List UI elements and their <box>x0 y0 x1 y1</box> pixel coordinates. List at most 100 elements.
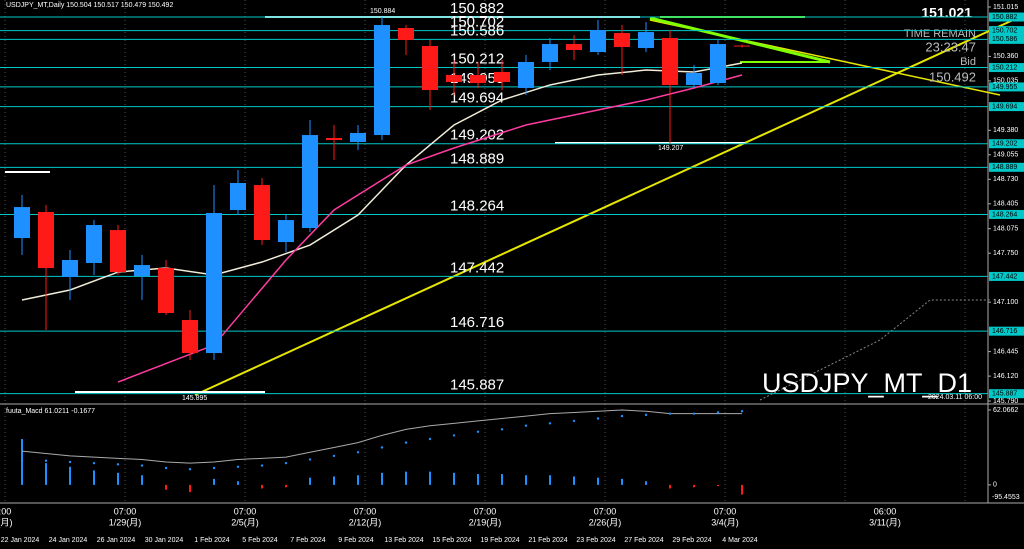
y-tick-label: 146.445 <box>993 348 1018 355</box>
macd-bar <box>69 466 71 485</box>
macd-bar <box>621 478 623 485</box>
candle-body <box>302 135 318 229</box>
candle-body <box>734 45 750 47</box>
macd-bar <box>645 481 647 485</box>
time-remain: 23:23:47 <box>925 39 976 54</box>
bid: 150.492 <box>929 69 976 84</box>
macd-signal <box>716 411 720 414</box>
macd-signal <box>212 466 216 470</box>
y-tick-label: 148.405 <box>993 201 1018 208</box>
candle-body <box>158 268 174 314</box>
future-note: 2024.03.11 06:00 <box>928 394 982 401</box>
x-tick-label: 24 Jan 2024 <box>49 537 88 544</box>
macd-bar <box>405 471 407 485</box>
macd-signal <box>668 412 672 415</box>
candle-body <box>542 44 558 62</box>
macd-signal <box>692 412 696 415</box>
week-label: 2/12(月) <box>349 517 382 527</box>
high-note: 150.884 <box>370 8 395 15</box>
week-label: (月) <box>0 517 13 527</box>
y-tick-label: 148.075 <box>993 226 1018 233</box>
macd-bar <box>309 477 311 485</box>
watermark: USDJPY_MT_D1 <box>762 368 972 398</box>
level-box-label: 145.887 <box>992 391 1017 398</box>
macd-bar <box>669 484 671 489</box>
macd-signal <box>164 466 168 470</box>
x-tick-label: 21 Feb 2024 <box>528 537 567 544</box>
time-label: 07:00 <box>354 506 377 516</box>
macd-bar <box>429 471 431 485</box>
symbol-info: USDJPY_MT,Daily 150.504 150.517 150.479 … <box>6 2 173 9</box>
candle-body <box>518 61 534 88</box>
level-box <box>989 326 1024 336</box>
level-box <box>989 209 1024 219</box>
x-tick-label: 1 Feb 2024 <box>194 537 230 544</box>
week-label: 1/29(月) <box>109 517 142 527</box>
y-tick-label: 150.035 <box>993 78 1018 85</box>
x-tick-label: 27 Feb 2024 <box>624 537 663 544</box>
candle-body <box>590 29 606 53</box>
moving-average <box>117 74 743 383</box>
candle-body <box>86 225 102 264</box>
level-label: 150.212 <box>450 51 504 68</box>
level-label: 148.264 <box>450 197 504 214</box>
level-label: 150.702 <box>450 14 504 31</box>
candle-body <box>110 230 126 273</box>
x-tick-label: 22 Jan 2024 <box>1 537 40 544</box>
candle-body <box>38 212 54 269</box>
macd-bar <box>693 484 695 488</box>
macd-title: fuuta_Macd 61.0211 -0.1677 <box>6 408 95 415</box>
level-label: 149.694 <box>450 90 504 107</box>
time-label: 07:00 <box>714 506 737 516</box>
level-box-label: 150.882 <box>992 14 1017 21</box>
y-tick-label: 151.015 <box>993 4 1018 11</box>
x-tick-label: 15 Feb 2024 <box>432 537 471 544</box>
macd-signal <box>572 419 576 423</box>
candle-body <box>350 133 366 142</box>
y-tick-label: 149.380 <box>993 127 1018 134</box>
candle-body <box>62 259 78 278</box>
macd-bar <box>453 472 455 485</box>
macd-bar <box>213 478 215 485</box>
level-label: 148.889 <box>450 150 504 167</box>
level-label: 149.202 <box>450 127 504 144</box>
macd-signal <box>236 465 240 468</box>
candle-body <box>182 320 198 354</box>
time-label: 07:00 <box>114 506 137 516</box>
macd-signal <box>44 459 48 462</box>
macd-signal <box>308 458 312 461</box>
x-tick-label: 13 Feb 2024 <box>384 537 423 544</box>
level-box <box>989 12 1024 22</box>
candle-body <box>398 28 414 41</box>
macd-bar <box>525 475 527 485</box>
macd-signal <box>620 414 624 418</box>
week-label: 2/26(月) <box>589 517 622 527</box>
candle-body <box>326 137 342 141</box>
level-box-label: 148.889 <box>992 164 1017 171</box>
candle-body <box>230 182 246 210</box>
x-tick-label: 29 Feb 2024 <box>672 537 711 544</box>
level-box-label: 149.202 <box>992 141 1017 148</box>
level-box-label: 148.264 <box>992 211 1017 218</box>
macd-bar <box>357 475 359 485</box>
level-box <box>989 34 1024 44</box>
candle-body <box>662 37 678 85</box>
level-box-label: 146.716 <box>992 328 1017 335</box>
level-box <box>989 162 1024 172</box>
level-box-label: 149.694 <box>992 103 1017 110</box>
y-tick-label: 147.100 <box>993 299 1018 306</box>
candle-body <box>14 207 30 239</box>
x-tick-label: 4 Mar 2024 <box>722 537 758 544</box>
level-label: 150.586 <box>450 22 504 39</box>
macd-signal <box>332 454 336 458</box>
level-box-label: 150.212 <box>992 64 1017 71</box>
macd-bar <box>501 474 503 485</box>
candle-body <box>614 33 630 47</box>
channel-line <box>649 16 831 64</box>
macd-bar <box>597 477 599 485</box>
time-label: 07:00 <box>594 506 617 516</box>
candle-body <box>494 72 510 83</box>
candle-body <box>134 265 150 277</box>
level-box-label: 149.955 <box>992 84 1017 91</box>
